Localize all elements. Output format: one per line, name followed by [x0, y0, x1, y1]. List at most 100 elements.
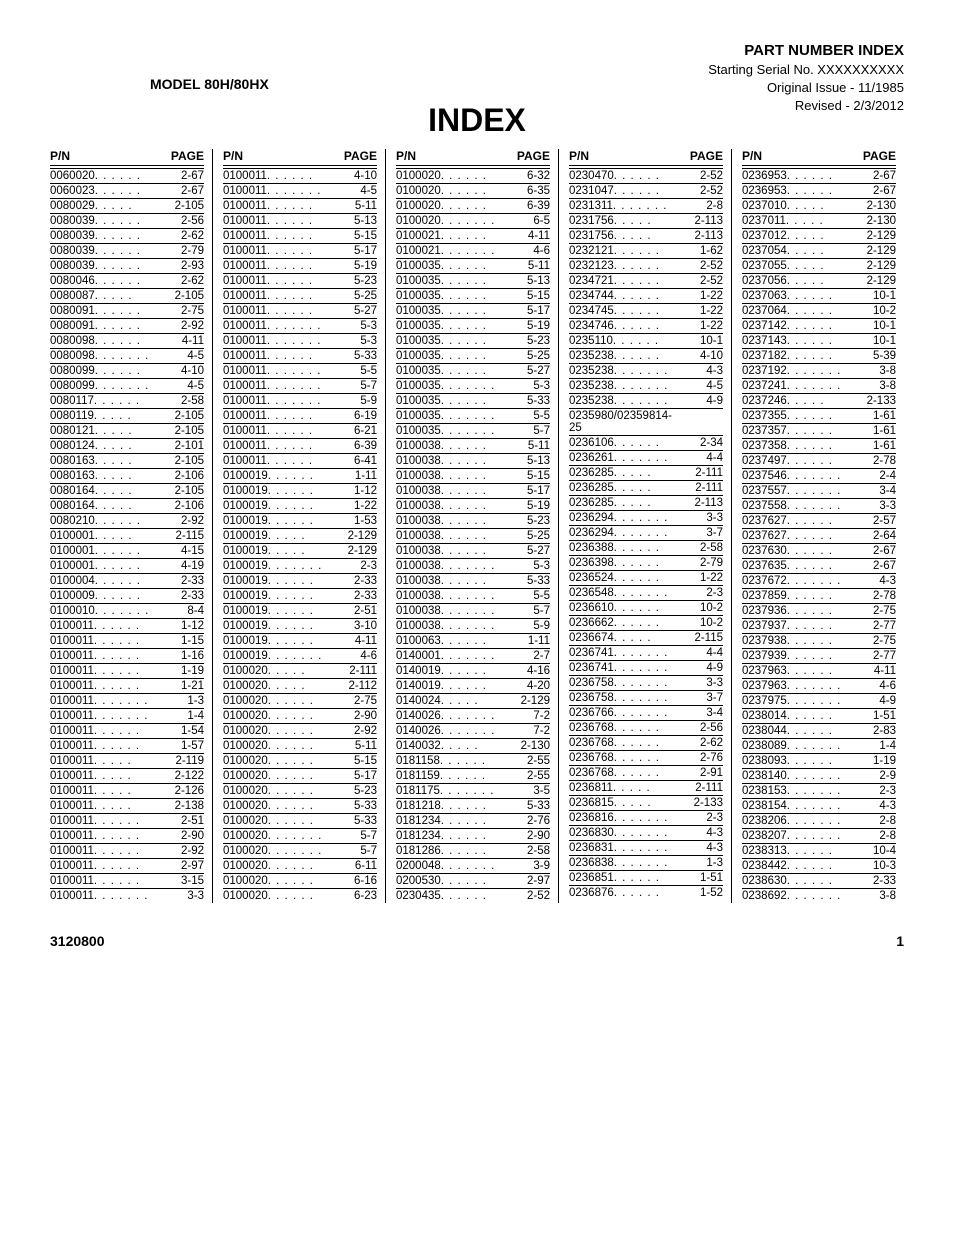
entry-pn: 0080098 [50, 335, 95, 347]
entry-dots: . . . . . . . [614, 692, 707, 704]
entry-pn: 0080087 [50, 290, 95, 302]
entry-page: 3-4 [706, 707, 723, 719]
index-entry: 0236830 . . . . . . . 4-3 [569, 825, 723, 840]
entry-page: 2-101 [175, 440, 204, 452]
entry-dots: . . . . . . [787, 290, 873, 302]
entry-page: 2-111 [695, 482, 723, 494]
entry-pn: 0100011 [50, 800, 94, 812]
index-entry: 0100038 . . . . . . 5-13 [396, 453, 550, 468]
index-entry: 0100020 . . . . . . 2-92 [223, 723, 377, 738]
entry-pn: 0100020 [396, 170, 441, 182]
entry-page: 3-3 [706, 677, 723, 689]
entry-pn: 0100011 [223, 245, 267, 257]
entry-dots: . . . . . . . [787, 770, 880, 782]
entry-page: 5-11 [528, 260, 550, 272]
entry-page: 2-52 [700, 170, 723, 182]
entry-page: 2-33 [181, 575, 204, 587]
entry-pn: 0100011 [50, 725, 94, 737]
entry-dots: . . . . . . . [267, 320, 360, 332]
entry-page: 6-32 [527, 170, 550, 182]
entry-pn: 0236285 [569, 467, 614, 479]
index-entry: 0100009 . . . . . . 2-33 [50, 588, 204, 603]
entry-pn: 0237055 [742, 260, 787, 272]
index-entry: 0080164 . . . . . 2-106 [50, 498, 204, 513]
entry-dots: . . . . . . [787, 665, 874, 677]
index-entry: 0100011 . . . . . . . 3-3 [50, 888, 204, 903]
entry-page: 2-33 [354, 590, 377, 602]
entry-dots: . . . . . . . [787, 740, 880, 752]
index-entry: 0100001 . . . . . . 4-19 [50, 558, 204, 573]
entry-dots: . . . . . . [614, 737, 700, 749]
entry-page: 6-21 [354, 425, 377, 437]
index-entry: 0080124 . . . . . 2-101 [50, 438, 204, 453]
entry-pn: 0100011 [223, 320, 267, 332]
entry-dots: . . . . . . [268, 860, 355, 872]
entry-pn: 0100020 [223, 755, 268, 767]
entry-dots: . . . . . . [94, 680, 181, 692]
entry-dots: . . . . . . [95, 185, 181, 197]
index-entry: 0237056 . . . . . 2-129 [742, 273, 896, 288]
entry-pn: 0060023 [50, 185, 95, 197]
entry-page: 5-13 [527, 455, 550, 467]
entry-page: 1-12 [354, 485, 377, 497]
entry-dots: . . . . . [94, 755, 176, 767]
index-entry: 0100011 . . . . . . 5-19 [223, 258, 377, 273]
entry-pn: 0100011 [50, 650, 94, 662]
entry-dots: . . . . . . [614, 245, 700, 257]
entry-dots: . . . . . . [267, 230, 354, 242]
entry-page: 2-7 [533, 650, 550, 662]
entry-pn: 0080091 [50, 320, 95, 332]
entry-pn: 0080099 [50, 380, 95, 392]
entry-pn: 0237241 [742, 380, 787, 392]
entry-pn: 0231756 [569, 215, 614, 227]
entry-page: 2-58 [700, 542, 723, 554]
entry-page: 2-91 [700, 767, 723, 779]
entry-page: 1-62 [700, 245, 723, 257]
entry-dots: . . . . . [441, 695, 521, 707]
entry-pn: 0100035 [396, 380, 441, 392]
index-entry: 0100019 . . . . . . 3-10 [223, 618, 377, 633]
entry-pn: 0235238 [569, 395, 614, 407]
entry-pn: 0231047 [569, 185, 614, 197]
entry-dots: . . . . . . [441, 395, 527, 407]
entry-dots: . . . . . . [95, 260, 181, 272]
index-entry: 0140032 . . . . . 2-130 [396, 738, 550, 753]
entry-page: 10-2 [873, 305, 896, 317]
entry-pn: 0235238 [569, 350, 614, 362]
entry-dots: . . . . . . [441, 515, 527, 527]
entry-page: 2-62 [181, 230, 204, 242]
entry-dots: . . . . . [614, 215, 695, 227]
entry-page: 2-56 [181, 215, 204, 227]
entry-dots: . . . . . . [614, 542, 700, 554]
entry-page: 5-7 [533, 425, 550, 437]
index-entry: 0237011 . . . . . 2-130 [742, 213, 896, 228]
entry-page: 3-3 [187, 890, 204, 902]
entry-page: 5-15 [527, 290, 550, 302]
index-entry: 0080119 . . . . . 2-105 [50, 408, 204, 423]
entry-dots: . . . . . . [268, 695, 354, 707]
entry-pn: 0237012 [742, 230, 787, 242]
index-entry: 0100019 . . . . . . 1-53 [223, 513, 377, 528]
entry-dots: . . . . . . . [441, 560, 534, 572]
entry-pn: 0100011 [223, 290, 267, 302]
column-header: P/NPAGE [742, 149, 896, 166]
entry-page: 3-9 [533, 860, 550, 872]
entry-pn: 0100011 [223, 230, 267, 242]
entry-dots: . . . . . . [787, 725, 873, 737]
index-entry: 0237635 . . . . . . 2-67 [742, 558, 896, 573]
entry-pn: 0080039 [50, 230, 95, 242]
entry-dots: . . . . . . . [95, 380, 188, 392]
index-entry: 0236388 . . . . . . 2-58 [569, 540, 723, 555]
entry-page: 4-4 [706, 647, 723, 659]
entry-pn: 0237358 [742, 440, 787, 452]
entry-page: 2-129 [867, 275, 896, 287]
entry-dots: . . . . . . . [613, 200, 706, 212]
entry-dots: . . . . . . [94, 395, 181, 407]
entry-dots: . . . . . . . [267, 365, 360, 377]
entry-dots: . . . . . . [787, 350, 873, 362]
index-entry: 0100011 . . . . . . 1-12 [50, 618, 204, 633]
entry-dots: . . . . . . . [614, 587, 707, 599]
column-header: P/NPAGE [223, 149, 377, 166]
entry-pn: 0100038 [396, 485, 441, 497]
index-entry: 0237627 . . . . . . 2-57 [742, 513, 896, 528]
